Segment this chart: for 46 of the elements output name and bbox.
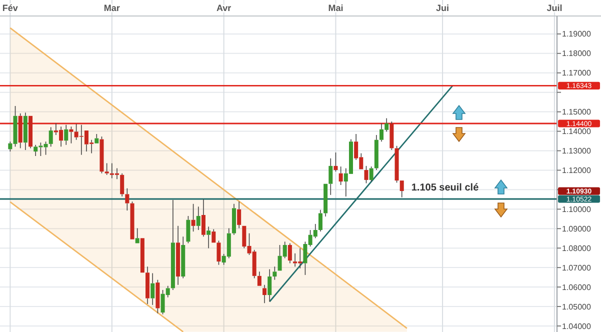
- candlestick: [64, 124, 68, 146]
- candlestick: [374, 134, 378, 170]
- y-tick-label: 1.04000: [562, 322, 592, 331]
- candlestick: [135, 228, 140, 244]
- x-tick-label: Juil: [546, 3, 562, 13]
- y-tick-label: 1.05000: [562, 302, 592, 312]
- candlestick: [150, 272, 155, 306]
- candlestick: [237, 201, 242, 229]
- candlestick: [94, 134, 99, 144]
- x-tick-label: Fév: [2, 3, 18, 13]
- y-tick-label: 1.14000: [562, 127, 592, 136]
- candlestick: [232, 203, 236, 236]
- candlestick: [176, 225, 180, 286]
- y-tick-label: 1.08000: [562, 244, 592, 253]
- x-tick-label: Jui: [436, 3, 450, 13]
- y-tick-label: 1.12000: [562, 166, 592, 176]
- candlestick: [262, 284, 267, 304]
- candlestick: [23, 112, 28, 150]
- candlestick: [201, 198, 206, 238]
- candlestick: [140, 238, 144, 273]
- y-tick-label: 1.07000: [562, 263, 592, 272]
- candlestick: [196, 206, 200, 230]
- y-tick-label: 1.09000: [562, 224, 592, 234]
- candlestick: [28, 116, 33, 149]
- y-tick-label: 1.17000: [562, 68, 592, 78]
- candlestick: [206, 226, 211, 249]
- x-tick-label: Avr: [216, 3, 232, 13]
- candlestick: [120, 172, 124, 197]
- annotation: 1.105 seuil clé: [411, 182, 480, 194]
- y-tick-label: 1.19000: [562, 30, 592, 39]
- y-tick-label: 1.15000: [562, 108, 592, 117]
- y-tick-label: 1.10000: [562, 204, 592, 214]
- candlestick: [48, 126, 53, 148]
- candlestick: [328, 158, 333, 196]
- candlestick: [288, 242, 292, 264]
- x-tick-label: Mai: [328, 3, 344, 13]
- y-tick-label: 1.18000: [562, 49, 592, 58]
- candlestick: [146, 266, 150, 304]
- candlestick: [268, 268, 272, 302]
- candlestick: [318, 210, 322, 232]
- candlestick: [324, 184, 328, 217]
- candlestick: [181, 236, 186, 279]
- y-tick-label: 1.06000: [562, 282, 592, 292]
- y-tick-label: 1.13000: [562, 146, 592, 156]
- candlestick: [170, 200, 175, 290]
- x-tick-label: Mar: [104, 3, 120, 13]
